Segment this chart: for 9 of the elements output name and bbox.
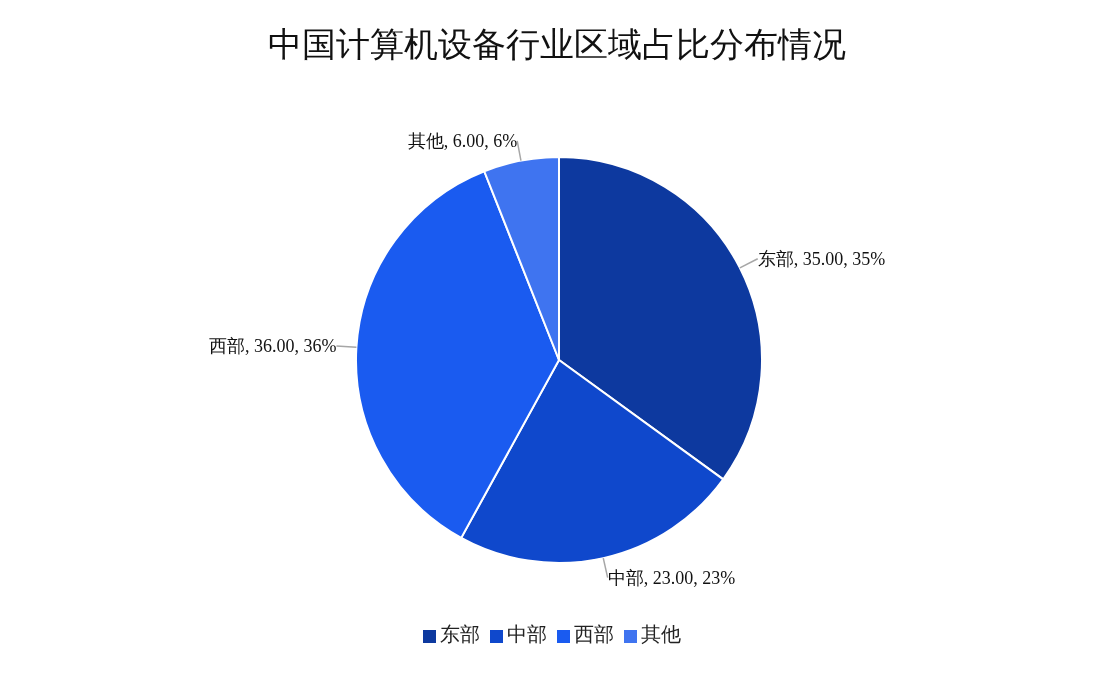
legend-label: 西部 xyxy=(573,623,614,645)
legend-label: 其他 xyxy=(640,623,681,645)
chart-title: 中国计算机设备行业区域占比分布情况 xyxy=(266,25,847,65)
data-label: 西部, 36.00, 36% xyxy=(208,336,337,356)
legend-label: 东部 xyxy=(439,623,480,645)
legend-label: 中部 xyxy=(506,623,547,645)
data-label: 中部, 23.00, 23% xyxy=(607,567,736,588)
data-label: 其他, 6.00, 6% xyxy=(407,130,518,151)
data-label: 东部, 35.00, 35% xyxy=(757,248,886,269)
